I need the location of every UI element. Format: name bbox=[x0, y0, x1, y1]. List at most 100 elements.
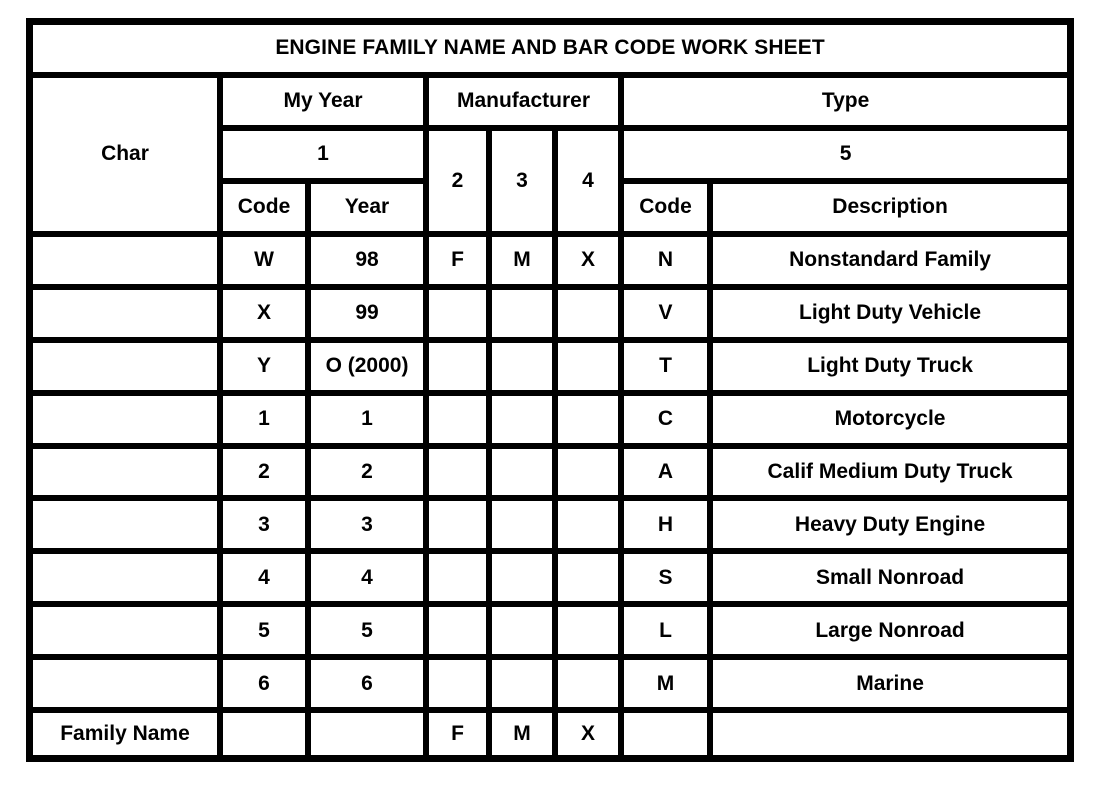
cell-mfr-3 bbox=[492, 607, 558, 661]
cell-description: Small Nonroad bbox=[713, 554, 1068, 608]
family-name-row: Family Name F M X bbox=[33, 713, 1068, 755]
header-group-row: Char My Year Manufacturer Type bbox=[33, 77, 1068, 237]
table-row: 3 3 H Heavy Duty Engine bbox=[33, 501, 1068, 555]
header-position-my-year: 1 bbox=[223, 130, 429, 184]
cell-mfr-4 bbox=[558, 554, 624, 608]
header-subcolumn-row: Code Year Code Description bbox=[33, 183, 1068, 237]
cell-char[interactable] bbox=[33, 501, 223, 555]
cell-year: 4 bbox=[311, 554, 429, 608]
cell-mfr-4 bbox=[558, 660, 624, 714]
cell-year-code: 2 bbox=[223, 448, 311, 502]
cell-mfr-2 bbox=[429, 607, 492, 661]
table-row: 4 4 S Small Nonroad bbox=[33, 554, 1068, 608]
cell-mfr-3 bbox=[492, 342, 558, 396]
engine-family-worksheet-table: ENGINE FAMILY NAME AND BAR CODE WORK SHE… bbox=[33, 25, 1068, 755]
cell-mfr-4 bbox=[558, 607, 624, 661]
cell-mfr-3 bbox=[492, 660, 558, 714]
cell-year-code: Y bbox=[223, 342, 311, 396]
cell-mfr-4 bbox=[558, 448, 624, 502]
table-row: 6 6 M Marine bbox=[33, 660, 1068, 714]
cell-char[interactable] bbox=[33, 395, 223, 449]
cell-description: Light Duty Truck bbox=[713, 342, 1068, 396]
cell-mfr-4: X bbox=[558, 236, 624, 290]
header-group-my-year: My Year bbox=[223, 77, 429, 131]
cell-char[interactable] bbox=[33, 607, 223, 661]
header-char: Char bbox=[33, 77, 223, 237]
cell-type-code: V bbox=[624, 289, 713, 343]
cell-mfr-3 bbox=[492, 554, 558, 608]
cell-type-code: S bbox=[624, 554, 713, 608]
header-group-type: Type bbox=[624, 77, 1068, 131]
cell-description: Heavy Duty Engine bbox=[713, 501, 1068, 555]
table-row: 5 5 L Large Nonroad bbox=[33, 607, 1068, 661]
cell-mfr-2 bbox=[429, 342, 492, 396]
family-name-description[interactable] bbox=[713, 713, 1068, 755]
cell-type-code: L bbox=[624, 607, 713, 661]
header-position-row: 1 2 3 4 5 bbox=[33, 130, 1068, 237]
cell-year-code: 1 bbox=[223, 395, 311, 449]
cell-mfr-2 bbox=[429, 448, 492, 502]
cell-mfr-2 bbox=[429, 501, 492, 555]
table-row: 2 2 A Calif Medium Duty Truck bbox=[33, 448, 1068, 502]
cell-description: Marine bbox=[713, 660, 1068, 714]
cell-year: 6 bbox=[311, 660, 429, 714]
cell-mfr-3 bbox=[492, 289, 558, 343]
cell-year-code: 6 bbox=[223, 660, 311, 714]
cell-char[interactable] bbox=[33, 660, 223, 714]
cell-mfr-4 bbox=[558, 289, 624, 343]
cell-year-code: X bbox=[223, 289, 311, 343]
cell-year: O (2000) bbox=[311, 342, 429, 396]
cell-mfr-3 bbox=[492, 448, 558, 502]
cell-year: 3 bbox=[311, 501, 429, 555]
table-row: Y O (2000) T Light Duty Truck bbox=[33, 342, 1068, 396]
cell-year-code: 4 bbox=[223, 554, 311, 608]
cell-year: 2 bbox=[311, 448, 429, 502]
cell-mfr-3: M bbox=[492, 236, 558, 290]
cell-year: 99 bbox=[311, 289, 429, 343]
cell-year: 5 bbox=[311, 607, 429, 661]
header-type-code: Code bbox=[624, 183, 713, 237]
header-position-mfr-4: 4 bbox=[558, 130, 624, 237]
family-name-type-code[interactable] bbox=[624, 713, 713, 755]
family-name-mfr-4[interactable]: X bbox=[558, 713, 624, 755]
cell-mfr-2: F bbox=[429, 236, 492, 290]
cell-mfr-4 bbox=[558, 501, 624, 555]
header-type-description: Description bbox=[713, 183, 1068, 237]
page-title: ENGINE FAMILY NAME AND BAR CODE WORK SHE… bbox=[33, 25, 1068, 78]
cell-description: Calif Medium Duty Truck bbox=[713, 448, 1068, 502]
cell-mfr-2 bbox=[429, 554, 492, 608]
worksheet-container: ENGINE FAMILY NAME AND BAR CODE WORK SHE… bbox=[26, 18, 1074, 762]
cell-char[interactable] bbox=[33, 236, 223, 290]
header-my-year-code: Code bbox=[223, 183, 311, 237]
family-name-year-code[interactable] bbox=[223, 713, 311, 755]
cell-description: Large Nonroad bbox=[713, 607, 1068, 661]
cell-char[interactable] bbox=[33, 554, 223, 608]
title-row: ENGINE FAMILY NAME AND BAR CODE WORK SHE… bbox=[33, 25, 1068, 78]
family-name-mfr-3[interactable]: M bbox=[492, 713, 558, 755]
table-row: W 98 F M X N Nonstandard Family bbox=[33, 236, 1068, 290]
header-position-mfr-2: 2 bbox=[429, 130, 492, 237]
cell-mfr-4 bbox=[558, 342, 624, 396]
cell-char[interactable] bbox=[33, 342, 223, 396]
cell-year-code: W bbox=[223, 236, 311, 290]
header-position-type: 5 bbox=[624, 130, 1068, 184]
header-my-year-year: Year bbox=[311, 183, 429, 237]
cell-type-code: T bbox=[624, 342, 713, 396]
worksheet-body: ENGINE FAMILY NAME AND BAR CODE WORK SHE… bbox=[33, 25, 1068, 755]
cell-mfr-2 bbox=[429, 395, 492, 449]
cell-mfr-2 bbox=[429, 660, 492, 714]
family-name-label: Family Name bbox=[33, 713, 223, 755]
cell-mfr-4 bbox=[558, 395, 624, 449]
table-row: 1 1 C Motorcycle bbox=[33, 395, 1068, 449]
cell-type-code: M bbox=[624, 660, 713, 714]
cell-year: 98 bbox=[311, 236, 429, 290]
cell-mfr-3 bbox=[492, 501, 558, 555]
family-name-year[interactable] bbox=[311, 713, 429, 755]
cell-char[interactable] bbox=[33, 448, 223, 502]
cell-mfr-2 bbox=[429, 289, 492, 343]
family-name-mfr-2[interactable]: F bbox=[429, 713, 492, 755]
cell-char[interactable] bbox=[33, 289, 223, 343]
header-position-mfr-3: 3 bbox=[492, 130, 558, 237]
cell-year-code: 3 bbox=[223, 501, 311, 555]
cell-description: Light Duty Vehicle bbox=[713, 289, 1068, 343]
